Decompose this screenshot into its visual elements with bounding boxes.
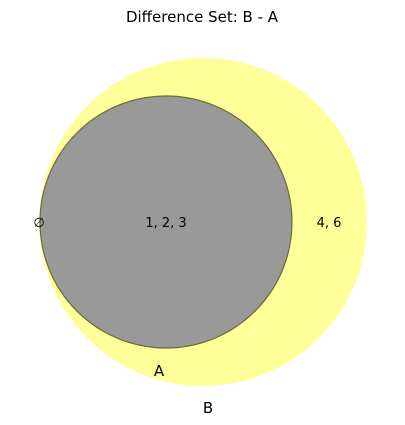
region-a-only-label: 1, 2, 3: [145, 216, 186, 231]
region-b-only-label: 4, 6: [317, 216, 342, 231]
set-a-label: A: [154, 362, 165, 380]
set-b-label: B: [203, 399, 213, 417]
diagram-title: Difference Set: B - A: [126, 8, 279, 26]
set-a-circle: [39, 95, 293, 349]
region-outside-label: ∅: [33, 216, 44, 231]
